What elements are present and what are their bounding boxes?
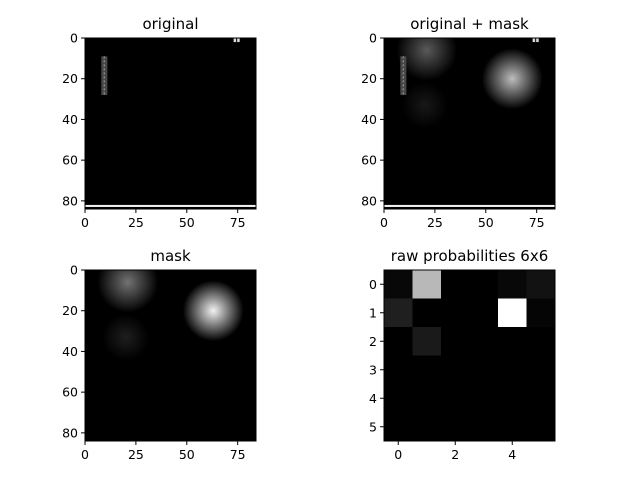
prob-cell (384, 356, 413, 385)
panel-2: original + mask 0 25 50 75 0 20 40 60 80 (361, 15, 555, 230)
x-tick-label: 25 (128, 447, 144, 462)
y-tick-label: 20 (361, 71, 377, 86)
prob-cell (413, 413, 442, 442)
y-tick-label: 40 (62, 112, 78, 127)
panel-title: mask (150, 247, 191, 265)
prob-cell (498, 356, 527, 385)
prob-cell (441, 327, 470, 356)
y-tick-label: 40 (361, 112, 377, 127)
x-tick-label: 50 (478, 215, 494, 230)
x-tick-label: 75 (230, 215, 246, 230)
y-tick-label: 0 (70, 31, 78, 46)
bright-block-gap (236, 38, 237, 42)
y-tick-label: 1 (369, 305, 377, 320)
x-tick-label: 50 (179, 215, 195, 230)
panel-title: original + mask (410, 15, 529, 33)
x-tick-label: 0 (81, 215, 89, 230)
prob-cell (498, 384, 527, 413)
prob-cell (413, 270, 442, 299)
prob-cell (384, 413, 413, 442)
mask-blob (183, 280, 244, 341)
prob-cell (498, 299, 527, 328)
y-tick-label: 60 (62, 153, 78, 168)
y-tick-label: 20 (62, 71, 78, 86)
prob-cell (384, 299, 413, 328)
prob-cell (470, 270, 499, 299)
image-area (384, 20, 555, 209)
prob-cell (470, 384, 499, 413)
prob-cell (413, 299, 442, 328)
mask-blob (97, 252, 158, 313)
x-tick-label: 0 (394, 447, 402, 462)
panel-1: original 0 25 50 75 0 20 40 60 80 (62, 15, 256, 230)
y-tick-label: 0 (369, 277, 377, 292)
prob-cell (441, 384, 470, 413)
prob-cell (527, 327, 556, 356)
prob-cell (470, 299, 499, 328)
prob-cell (527, 270, 556, 299)
y-tick-label: 60 (361, 153, 377, 168)
prob-cell (498, 270, 527, 299)
prob-cell (384, 327, 413, 356)
y-tick-label: 3 (369, 362, 377, 377)
prob-cell (413, 327, 442, 356)
y-tick-label: 2 (369, 334, 377, 349)
prob-cell (527, 413, 556, 442)
x-tick-label: 25 (427, 215, 443, 230)
y-tick-label: 80 (62, 193, 78, 208)
x-tick-label: 75 (230, 447, 246, 462)
x-tick-label: 4 (508, 447, 516, 462)
x-tick-label: 50 (179, 447, 195, 462)
bottom-line (384, 205, 555, 207)
prob-cell (470, 413, 499, 442)
prob-cell (498, 413, 527, 442)
prob-cell (441, 299, 470, 328)
y-tick-label: 80 (62, 425, 78, 440)
x-tick-label: 75 (529, 215, 545, 230)
panel-3: mask 0 25 50 75 0 20 40 60 80 (62, 247, 256, 462)
prob-cell (441, 413, 470, 442)
prob-cell (413, 384, 442, 413)
y-tick-label: 0 (369, 31, 377, 46)
panel-title: raw probabilities 6x6 (391, 247, 549, 265)
prob-cell (527, 384, 556, 413)
prob-cell (470, 356, 499, 385)
image-area (85, 252, 256, 441)
prob-cell (498, 327, 527, 356)
panel-title: original (142, 15, 198, 33)
y-tick-label: 5 (369, 419, 377, 434)
panel-4: raw probabilities 6x6 0 2 4 0 1 2 3 4 5 (369, 247, 555, 462)
prob-cell (470, 327, 499, 356)
mask-blob (102, 314, 149, 361)
prob-cell (527, 356, 556, 385)
x-tick-label: 0 (380, 215, 388, 230)
y-tick-label: 80 (361, 193, 377, 208)
image-background (85, 38, 256, 209)
x-tick-label: 25 (128, 215, 144, 230)
prob-cell (441, 356, 470, 385)
x-tick-label: 2 (451, 447, 459, 462)
y-tick-label: 0 (70, 263, 78, 278)
image-area (85, 38, 256, 209)
prob-cell (413, 356, 442, 385)
y-tick-label: 20 (62, 303, 78, 318)
bright-block-gap (535, 38, 536, 42)
y-tick-label: 4 (369, 391, 377, 406)
x-tick-label: 0 (81, 447, 89, 462)
prob-cell (441, 270, 470, 299)
y-tick-label: 60 (62, 385, 78, 400)
image-area (384, 270, 555, 441)
prob-cell (384, 384, 413, 413)
y-tick-label: 40 (62, 344, 78, 359)
mask-blob (401, 82, 448, 129)
prob-cell (384, 270, 413, 299)
prob-cell (527, 299, 556, 328)
mask-blob (482, 48, 543, 109)
bottom-line (85, 205, 256, 207)
